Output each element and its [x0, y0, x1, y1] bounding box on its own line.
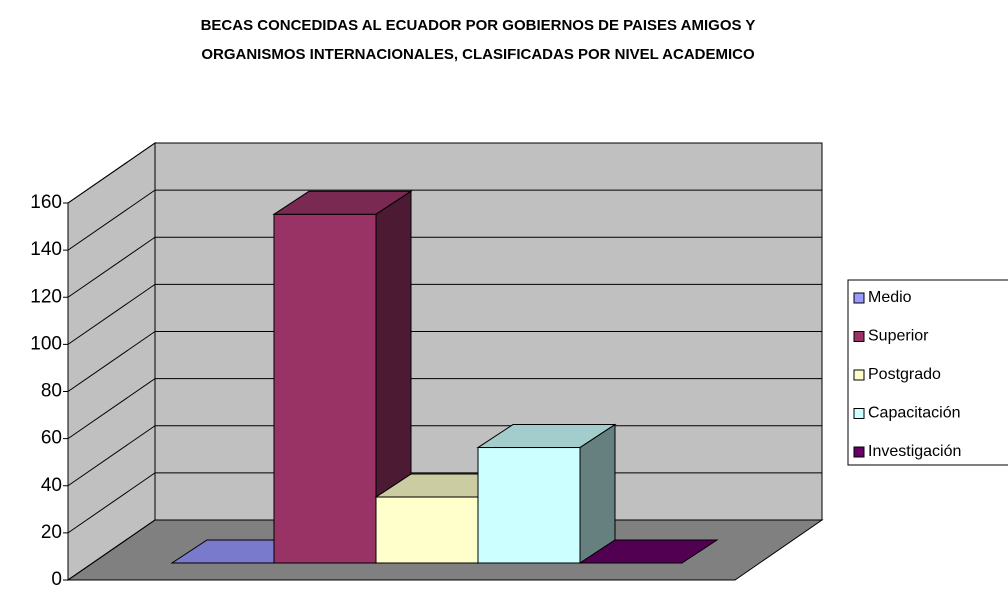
y-tick-label: 40 [41, 475, 62, 496]
grid-line [67, 472, 156, 534]
bar-top [578, 539, 719, 564]
chart-title: ORGANISMOS INTERNACIONALES, CLASIFICADAS… [201, 46, 755, 63]
legend-swatch [853, 292, 865, 304]
grid-line [67, 236, 156, 298]
grid-line [67, 331, 156, 392]
legend-swatch [853, 369, 865, 381]
grid-line [67, 283, 156, 345]
grid-line [67, 425, 156, 487]
grid-line [67, 519, 156, 581]
legend-swatch [853, 408, 865, 419]
legend-label: Postgrado [868, 366, 941, 383]
y-tick-label: 60 [41, 428, 62, 449]
legend-label: Medio [868, 289, 912, 306]
y-tick-label: 140 [30, 239, 62, 260]
legend-label: Investigación [868, 443, 961, 460]
y-tick-label: 120 [30, 286, 62, 307]
bar-front [477, 447, 581, 564]
chart-title: BECAS CONCEDIDAS AL ECUADOR POR GOBIERNO… [201, 17, 756, 34]
bar-front [273, 213, 377, 564]
legend-swatch [853, 331, 865, 342]
y-tick-label: 160 [30, 192, 62, 213]
grid-line [67, 189, 156, 251]
legend-label: Superior [868, 328, 929, 345]
y-tick-label: 100 [30, 333, 62, 354]
y-tick-label: 0 [51, 569, 62, 589]
legend-label: Capacitación [868, 405, 961, 422]
grid-line [67, 378, 156, 440]
grid-line [67, 142, 156, 204]
y-tick-label: 80 [41, 381, 62, 402]
y-tick-label: 20 [41, 522, 62, 543]
legend-swatch [853, 446, 865, 458]
bar-side [579, 423, 616, 564]
bar-front [375, 496, 479, 564]
legend-box [847, 279, 1008, 466]
